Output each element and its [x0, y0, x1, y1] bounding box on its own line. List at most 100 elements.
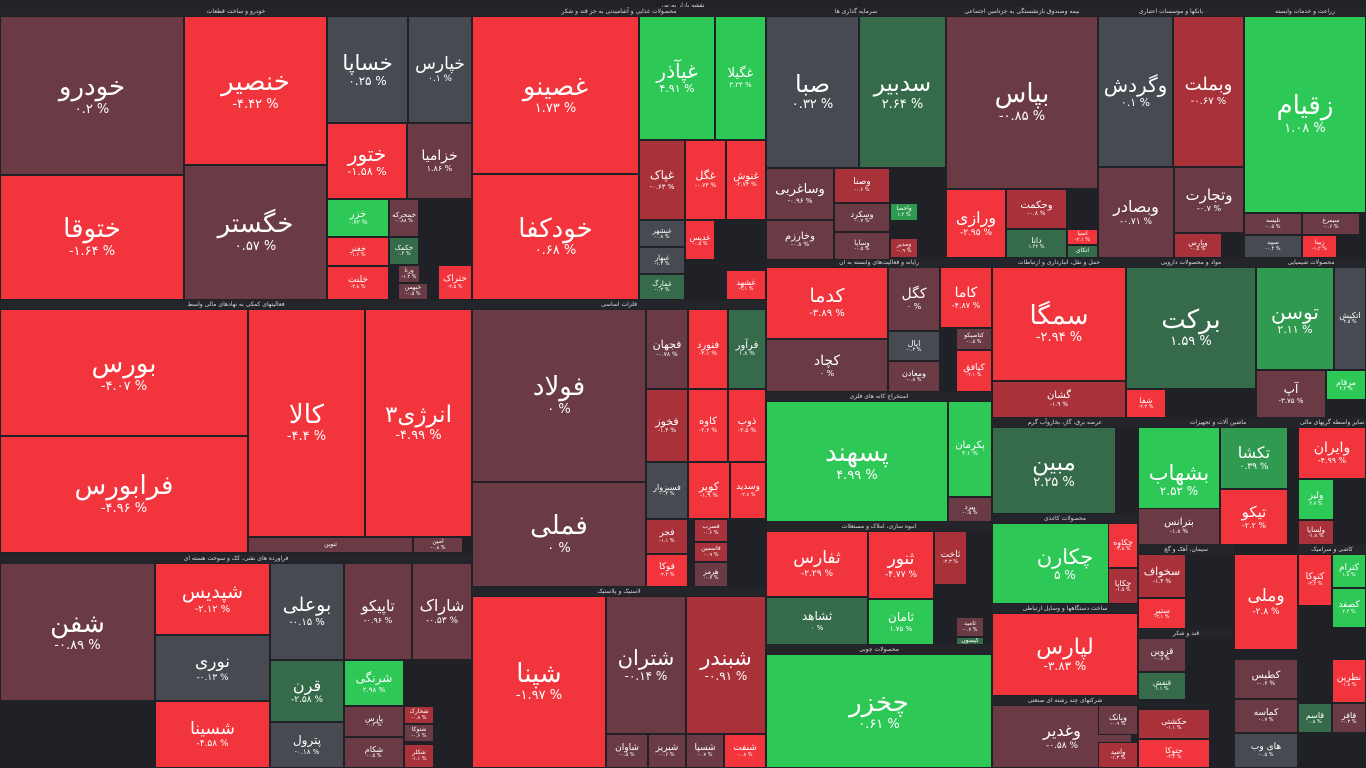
- stock-tile[interactable]: فرابورس -۴.۹۶ %: [0, 436, 248, 553]
- stock-tile[interactable]: پسهند ۴.۹۹ %: [766, 401, 948, 522]
- stock-tile[interactable]: وبملت -۰.۶۷ %: [1173, 16, 1244, 167]
- stock-tile[interactable]: قنقش ۱.۱ %: [1138, 672, 1186, 700]
- stock-tile[interactable]: های وب -۰.۵ %: [1234, 733, 1298, 768]
- stock-tile[interactable]: کصفد ۲.۴ %: [1332, 588, 1366, 628]
- stock-tile[interactable]: شکلر -۱.۱ %: [404, 744, 434, 768]
- stock-tile[interactable]: قزوین -۰.۸ %: [1138, 638, 1186, 672]
- stock-tile[interactable]: تیکو -۲.۲ %: [1220, 489, 1288, 545]
- stock-tile[interactable]: کگل ۰ %: [888, 267, 940, 331]
- stock-tile[interactable]: ثنوین: [248, 537, 413, 553]
- stock-tile[interactable]: بورس -۴.۰۷ %: [0, 309, 248, 436]
- stock-tile[interactable]: تکشا ۰.۳۹ %: [1220, 427, 1288, 489]
- stock-tile[interactable]: وایران -۴.۹۹ %: [1298, 427, 1366, 479]
- stock-tile[interactable]: اتکای: [1067, 245, 1098, 258]
- stock-tile[interactable]: غپآذر ۴.۹۱ %: [639, 16, 715, 140]
- stock-tile[interactable]: شفا -۲.۳ %: [1126, 389, 1166, 418]
- stock-tile[interactable]: سخواف -۱.۴ %: [1138, 554, 1186, 598]
- stock-tile[interactable]: وسکرد -۰.۷ %: [834, 203, 890, 232]
- stock-tile[interactable]: فولاد ۰ %: [472, 309, 646, 482]
- stock-tile[interactable]: لپارس -۳.۸۳ %: [992, 613, 1138, 696]
- stock-tile[interactable]: ولیز ۲.۷ %: [1298, 479, 1334, 520]
- stock-tile[interactable]: غمارگ -۰.۳ %: [639, 274, 685, 300]
- stock-tile[interactable]: پکرمان ۳.۱ %: [948, 401, 992, 497]
- stock-tile[interactable]: ثامان ۱.۷۵ %: [868, 599, 934, 645]
- stock-tile[interactable]: پارس -۰.۴ %: [344, 706, 404, 737]
- stock-tile[interactable]: آپ -۳.۷۵ %: [1256, 370, 1326, 418]
- stock-tile[interactable]: واحصا ۱.۲ %: [890, 203, 918, 221]
- stock-tile[interactable]: کاما -۴.۸۷ %: [940, 267, 992, 328]
- stock-tile[interactable]: خزامیا ۱.۸۶ %: [407, 123, 472, 199]
- stock-tile[interactable]: انرژی۳ -۴.۹۹ %: [365, 309, 472, 537]
- stock-tile[interactable]: فافر -۰.۳ %: [1332, 703, 1366, 733]
- stock-tile[interactable]: هرمز -۰.۷ %: [694, 562, 728, 587]
- stock-tile[interactable]: غصینو ۱.۷۳ %: [472, 16, 639, 174]
- stock-tile[interactable]: ختوقا -۱.۶۴ %: [0, 175, 184, 300]
- stock-tile[interactable]: چکاپا -۱.۵ %: [1108, 568, 1138, 604]
- stock-tile[interactable]: شتران -۰.۱۴ %: [606, 596, 686, 734]
- stock-tile[interactable]: فاسمین -۰.۹ %: [694, 542, 728, 562]
- stock-tile[interactable]: غدیس -۰.۵ %: [685, 220, 715, 260]
- stock-tile[interactable]: وساغربی -۰.۹۶ %: [766, 168, 834, 220]
- stock-tile[interactable]: فجر -۱.۱ %: [646, 519, 688, 554]
- stock-tile[interactable]: سیمرغ -۰.۶ %: [1302, 213, 1360, 235]
- stock-tile[interactable]: غشهد -۲.۱ %: [726, 270, 766, 300]
- stock-tile[interactable]: گشان -۱.۹ %: [992, 381, 1126, 418]
- stock-tile[interactable]: کیافق -۲.۱ %: [956, 350, 992, 392]
- stock-tile[interactable]: فملی ۰ %: [472, 482, 646, 587]
- stock-tile[interactable]: کطبس -۰.۶ %: [1234, 659, 1298, 699]
- stock-tile[interactable]: کویر -۱.۹ %: [688, 462, 730, 519]
- stock-tile[interactable]: غنوش -۲.۷۴ %: [726, 140, 766, 220]
- stock-tile[interactable]: شبریز -۰.۶ %: [648, 734, 686, 768]
- stock-tile[interactable]: نطرین -۱.۸ %: [1332, 659, 1366, 703]
- stock-tile[interactable]: سدبیر ۲.۶۴ %: [859, 16, 946, 168]
- stock-tile[interactable]: پترول -۰.۱۸ %: [270, 722, 344, 768]
- stock-tile[interactable]: وساپا -۰.۵ %: [834, 232, 890, 260]
- stock-tile[interactable]: وپارس -۰.۵ %: [1174, 233, 1222, 258]
- stock-tile[interactable]: پیزد -۰.۵ %: [948, 497, 992, 522]
- stock-tile[interactable]: غپاک -۰.۶۳ %: [639, 140, 685, 220]
- stock-tile[interactable]: خودرو ۰.۲ %: [0, 16, 184, 175]
- stock-tile[interactable]: شتوکا -۰.۶ %: [404, 724, 434, 742]
- stock-tile[interactable]: ستیر -۲.۱ %: [1138, 598, 1186, 629]
- stock-tile[interactable]: خبهمن -۰.۵ %: [398, 283, 428, 300]
- stock-tile[interactable]: شرنگی ۲.۹۸ %: [344, 660, 404, 706]
- stock-tile[interactable]: کتوکا -۳.۲ %: [1298, 554, 1332, 606]
- stock-tile[interactable]: فخوز -۱.۴ %: [646, 389, 688, 462]
- stock-tile[interactable]: خمحرکه -۰.۸۸ %: [389, 199, 419, 237]
- stock-tile[interactable]: فرآور ۱.۸ %: [728, 309, 766, 389]
- stock-tile[interactable]: فوکا -۲.۴ %: [646, 554, 688, 587]
- stock-tile[interactable]: ورازی -۲.۹۵ %: [946, 189, 1006, 258]
- stock-tile[interactable]: ثشاهد ۰ %: [766, 597, 868, 645]
- stock-tile[interactable]: تلیسه -۰.۵ %: [1244, 213, 1302, 235]
- stock-tile[interactable]: شخارک -۰.۸ %: [404, 706, 434, 724]
- stock-tile[interactable]: خفنر -۱.۶ %: [327, 237, 389, 266]
- stock-tile[interactable]: کماسه -۰.۷ %: [1234, 699, 1298, 733]
- stock-tile[interactable]: قاسم ۰.۸ %: [1298, 703, 1332, 733]
- stock-tile[interactable]: ثامید -۰.۷ %: [956, 617, 984, 637]
- stock-tile[interactable]: شپنا -۱.۹۷ %: [472, 596, 606, 768]
- stock-tile[interactable]: شنفت -۰.۸ %: [724, 734, 766, 768]
- stock-tile[interactable]: اپال -۰.۳ %: [888, 331, 940, 361]
- stock-tile[interactable]: وملی -۲.۸ %: [1234, 554, 1298, 650]
- stock-tile[interactable]: غبشهر -۰.۸ %: [639, 220, 685, 247]
- stock-tile[interactable]: حکشتی -۱.۱ %: [1138, 709, 1210, 739]
- stock-tile[interactable]: سپید -۰.۴ %: [1244, 235, 1302, 258]
- stock-tile[interactable]: خساپا ۰.۲۵ %: [327, 16, 408, 123]
- stock-tile[interactable]: وتجارت -۰.۷ %: [1174, 167, 1244, 233]
- stock-tile[interactable]: حتوکا -۲.۴ %: [1138, 739, 1210, 768]
- stock-tile[interactable]: کتاصیکو -۰.۵ %: [956, 328, 992, 350]
- stock-tile[interactable]: امین -۰.۸ %: [413, 537, 463, 553]
- stock-tile[interactable]: وخارزم -۰.۸ %: [766, 220, 834, 260]
- stock-tile[interactable]: کالا -۴.۴ %: [248, 309, 365, 537]
- stock-tile[interactable]: بوعلی -۰.۱۵ %: [270, 563, 344, 660]
- stock-tile[interactable]: صبا ۰.۳۲ %: [766, 16, 859, 168]
- stock-tile[interactable]: غگیلا ۳.۲۴ %: [715, 16, 766, 140]
- stock-tile[interactable]: بترانس -۱.۸ %: [1138, 508, 1220, 545]
- stock-tile[interactable]: مرقام ۴.۲ %: [1326, 370, 1366, 400]
- stock-tile[interactable]: دانا ۱.۴۲ %: [1006, 229, 1067, 258]
- stock-tile[interactable]: وبصادر -۰.۷۱ %: [1098, 167, 1174, 258]
- stock-tile[interactable]: خودکفا ۰.۶۸ %: [472, 174, 639, 300]
- stock-tile[interactable]: شفن -۰.۸۹ %: [0, 563, 155, 701]
- stock-tile[interactable]: نوری -۰.۱۳ %: [155, 635, 270, 701]
- stock-tile[interactable]: کدما -۳.۸۹ %: [766, 267, 888, 339]
